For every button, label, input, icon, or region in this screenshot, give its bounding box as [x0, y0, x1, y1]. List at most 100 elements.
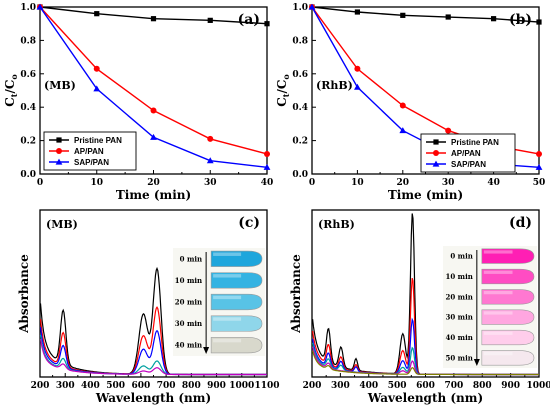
series-sap-pan — [36, 3, 271, 170]
y-tick-label: 0.0 — [292, 170, 308, 180]
x-tick-label: 1000 — [526, 381, 550, 391]
y-tick-label: 1.0 — [292, 3, 308, 13]
series-point — [263, 163, 271, 170]
panel-1-axes: 0 10 20 30 40 50 0.0 0.2 0.4 0.6 0.8 1.0 Time (min) C… — [275, 3, 545, 202]
vial-highlight — [483, 352, 513, 356]
x-tick-label: 700 — [157, 381, 176, 391]
vial-time-label: 0 min — [450, 252, 472, 261]
vial-time-label: 50 min — [445, 353, 472, 362]
vial-highlight — [213, 295, 242, 300]
vial-time-label: 30 min — [175, 319, 202, 328]
vial — [481, 248, 535, 264]
series-point — [354, 83, 361, 90]
series-point — [445, 14, 451, 20]
series-point — [399, 102, 406, 109]
y-tick-label: 0.2 — [292, 137, 308, 147]
legend: Pristine PAN AP/PAN SAP/PAN — [420, 133, 516, 173]
y-tick-label: 0.2 — [20, 137, 36, 147]
x-tick-label: 500 — [388, 381, 407, 391]
x-tick-label: 900 — [207, 381, 226, 391]
legend-entry: Pristine PAN — [74, 136, 122, 145]
series-point — [207, 135, 214, 142]
x-tick-label: 300 — [331, 381, 350, 391]
vial-time-label: 20 min — [445, 292, 472, 301]
series-point — [399, 127, 407, 134]
vial-inset: 0 min 10 min 20 min 30 min 40 min 50 min — [443, 246, 537, 368]
series-point — [150, 16, 157, 22]
panel-0-axes: 0 10 20 30 40 0.0 0.2 0.4 0.6 0.8 1.0 Time (min) Ct/… — [3, 3, 273, 202]
vial-highlight — [483, 270, 513, 274]
vial — [210, 250, 263, 267]
series-point — [36, 3, 44, 10]
vial-highlight — [483, 311, 513, 315]
x-axis-label: Time (min) — [116, 188, 191, 202]
vial-highlight — [483, 291, 513, 295]
x-tick-label: 800 — [473, 381, 492, 391]
legend: Pristine PAN AP/PAN SAP/PAN — [43, 131, 137, 171]
vial-highlight — [213, 317, 242, 321]
legend-point — [56, 137, 62, 143]
x-tick-label: 20 — [397, 178, 410, 188]
series-point — [206, 157, 214, 164]
arrow-head — [473, 359, 480, 366]
series-point — [536, 19, 542, 25]
panel-2-axes: 200 300 400 500 600 700 800 900 1000 1100 Waveleng… — [17, 209, 280, 405]
x-tick-label: 30 — [204, 178, 217, 188]
vial-inset: 0 min 10 min 20 min 30 min 40 min — [173, 248, 265, 356]
series-point — [93, 85, 101, 92]
x-tick-label: 500 — [106, 381, 125, 391]
x-tick-label: 400 — [81, 381, 100, 391]
x-tick-label: 400 — [359, 381, 378, 391]
arrow-head — [203, 347, 210, 354]
series-point — [207, 17, 213, 23]
y-axis-label: Absorbance — [289, 254, 303, 334]
series-point — [445, 127, 452, 134]
x-tick-label: 40 — [487, 178, 500, 188]
vial-time-label: 40 min — [445, 333, 472, 342]
vial — [481, 350, 535, 366]
x-tick-label: 600 — [131, 381, 150, 391]
legend-point — [433, 139, 439, 145]
dye-annotation: (MB) — [44, 79, 76, 92]
panel-label: (c) — [238, 215, 260, 231]
vial — [481, 289, 535, 305]
panel-label: (a) — [238, 12, 260, 28]
x-tick-label: 300 — [56, 381, 75, 391]
x-axis-label: Wavelength (nm) — [367, 391, 483, 405]
vial — [210, 337, 263, 354]
legend-point — [56, 148, 62, 154]
dye-annotation: (RhB) — [316, 79, 353, 92]
x-tick-label: 700 — [444, 381, 463, 391]
legend-point — [433, 150, 439, 156]
inset-background — [443, 246, 537, 368]
series-point — [94, 11, 100, 17]
series-point — [491, 16, 497, 22]
x-tick-label: 800 — [182, 381, 201, 391]
x-tick-label: 200 — [31, 381, 50, 391]
series-point — [400, 12, 406, 18]
x-tick-label: 10 — [90, 178, 103, 188]
series-point — [354, 65, 361, 72]
vial-time-label: 30 min — [445, 313, 472, 322]
vial-highlight — [483, 250, 513, 254]
y-tick-label: 0.6 — [292, 70, 308, 80]
x-tick-label: 1100 — [254, 381, 279, 391]
vial-highlight — [213, 252, 242, 256]
dye-annotation: (RhB) — [318, 218, 355, 231]
vial — [481, 329, 535, 346]
x-tick-label: 0 — [309, 178, 315, 188]
series-point — [535, 163, 543, 170]
y-axis-label: Absorbance — [17, 254, 31, 334]
legend-point — [55, 158, 63, 165]
y-tick-label: 0.0 — [20, 170, 36, 180]
x-tick-label: 50 — [533, 178, 546, 188]
y-tick-label: 0.6 — [20, 70, 36, 80]
series-point — [264, 150, 270, 157]
y-axis-label: Ct/Co — [3, 74, 19, 107]
x-tick-label: 0 — [37, 178, 43, 188]
vial-time-label: 40 min — [175, 341, 202, 350]
x-tick-label: 900 — [501, 381, 520, 391]
vial-time-label: 0 min — [180, 254, 202, 263]
series-point — [308, 3, 316, 10]
